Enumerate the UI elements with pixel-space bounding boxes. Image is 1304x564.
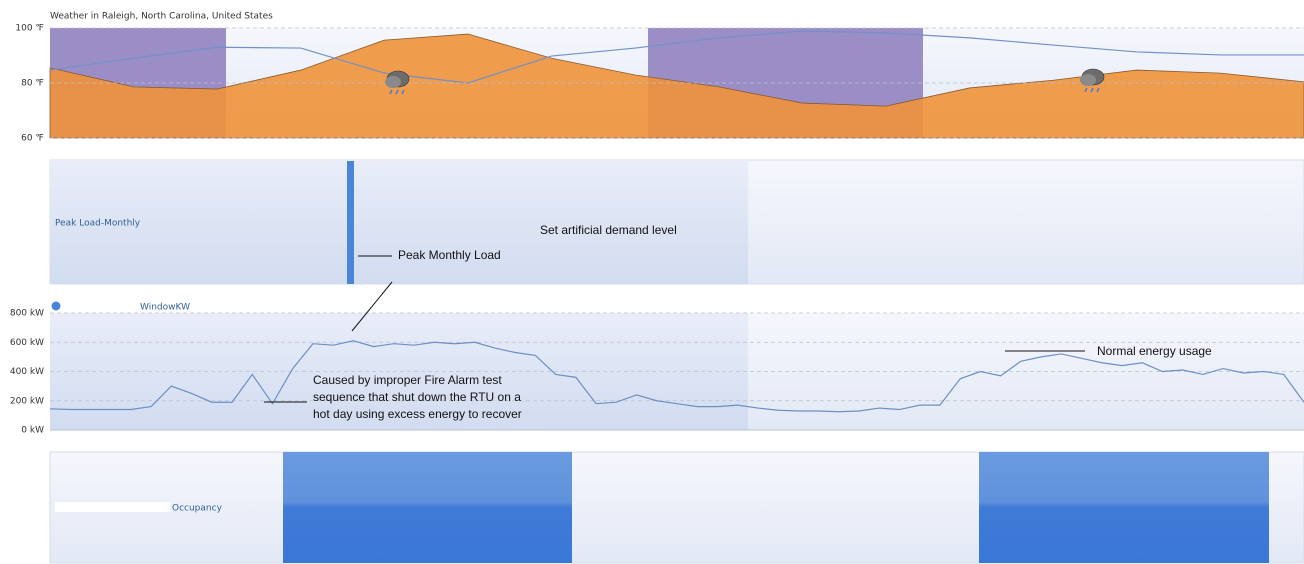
panel-shade <box>50 160 748 284</box>
annotation: hot day using excess energy to recover <box>313 407 522 421</box>
occupied-band <box>283 452 572 563</box>
y-tick-label: 0 kW <box>21 426 44 436</box>
callout-line <box>351 281 393 332</box>
y-tick-label: 100 ℉ <box>15 24 44 34</box>
y-tick-label: 800 kW <box>10 309 44 319</box>
peak-annotation: Peak Monthly Load <box>398 248 501 262</box>
y-tick-label: 80 ℉ <box>21 79 44 89</box>
demand-note: Set artificial demand level <box>540 223 677 237</box>
cloud <box>1080 74 1096 86</box>
weather-icon <box>385 70 410 95</box>
weather-line <box>49 30 1304 84</box>
weather-icon <box>1080 68 1105 93</box>
weather-chart: 100 ℉ 80 ℉ 60 ℉ <box>15 24 1304 144</box>
rain <box>389 89 405 95</box>
legend-marker <box>51 301 61 311</box>
y-tick-label: 400 kW <box>10 367 44 377</box>
label-mask <box>55 502 170 512</box>
y-tick-label: 200 kW <box>10 396 44 406</box>
peak-bar <box>347 161 354 284</box>
occupancy-label: Occupancy <box>172 504 223 514</box>
legend-label: WindowKW <box>140 303 190 313</box>
annotation: sequence that shut down the RTU on a <box>313 390 521 404</box>
annotation: Normal energy usage <box>1097 344 1212 358</box>
annotation: Caused by improper Fire Alarm test <box>313 373 502 387</box>
cloud <box>385 76 401 88</box>
weather-title: Weather in Raleigh, North Carolina, Unit… <box>50 12 273 22</box>
y-tick-label: 60 ℉ <box>21 134 44 144</box>
occupancy-panel: Occupancy <box>49 451 1304 564</box>
occupied-band <box>979 452 1269 563</box>
kw-line <box>49 340 1304 413</box>
peak-load-panel: Peak Load-Monthly Peak Monthly Load Set … <box>49 159 1304 285</box>
y-tick-label: 600 kW <box>10 338 44 348</box>
kw-chart: WindowKW 800 kW 600 kW 400 kW 200 kW 0 kW Cau… <box>10 281 1304 436</box>
temperature-area <box>49 33 1304 139</box>
peak-label: Peak Load-Monthly <box>55 219 141 229</box>
rain <box>1084 87 1100 93</box>
